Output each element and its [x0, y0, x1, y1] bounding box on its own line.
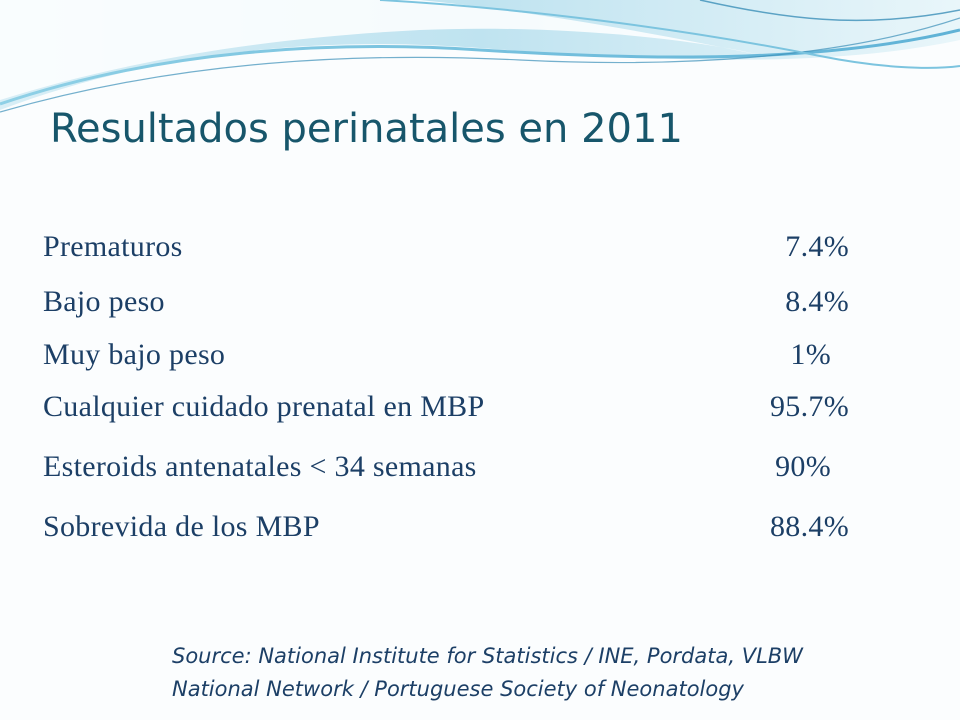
- stat-label: Cualquier cuidado prenatal en MBP: [43, 390, 485, 423]
- slide-title: Resultados perinatales en 2011: [50, 106, 683, 152]
- stat-row-bajo-peso: Bajo peso 8.4%: [43, 285, 853, 325]
- stat-value: 7.4%: [785, 230, 849, 263]
- stat-value: 95.7%: [770, 390, 849, 423]
- stat-row-esteroides: Esteroids antenatales < 34 semanas 90%: [43, 450, 853, 490]
- stat-value: 88.4%: [770, 510, 849, 543]
- stat-row-muy-bajo-peso: Muy bajo peso 1%: [43, 338, 853, 378]
- stat-label: Muy bajo peso: [43, 338, 226, 371]
- stat-label: Bajo peso: [43, 285, 165, 318]
- stat-row-sobrevida: Sobrevida de los MBP 88.4%: [43, 510, 853, 550]
- stat-row-prematuros: Prematuros 7.4%: [43, 230, 853, 270]
- stat-label: Esteroids antenatales < 34 semanas: [43, 450, 477, 483]
- stat-label: Sobrevida de los MBP: [43, 510, 320, 543]
- source-line-2: National Network / Portuguese Society of…: [172, 677, 744, 701]
- stat-row-cuidado-prenatal: Cualquier cuidado prenatal en MBP 95.7%: [43, 390, 853, 430]
- stat-label: Prematuros: [43, 230, 183, 263]
- source-citation: Source: National Institute for Statistic…: [172, 640, 803, 706]
- stat-value: 1%: [790, 338, 831, 371]
- stat-value: 90%: [775, 450, 831, 483]
- stat-value: 8.4%: [785, 285, 849, 318]
- source-line-1: Source: National Institute for Statistic…: [172, 644, 803, 668]
- decorative-wave-header: [0, 0, 960, 113]
